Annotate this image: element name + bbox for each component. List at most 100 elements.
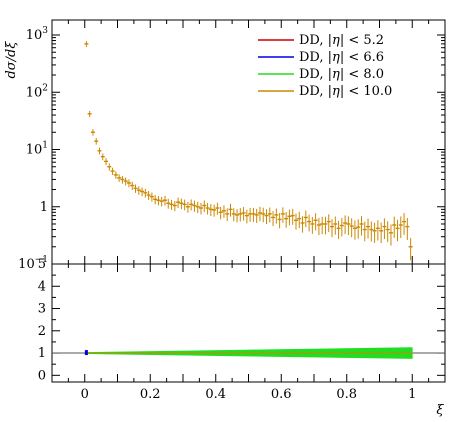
- data-point: [199, 202, 204, 215]
- data-point: [254, 208, 259, 223]
- data-point: [189, 199, 194, 211]
- data-point: [133, 184, 138, 193]
- data-point: [195, 201, 200, 214]
- ratio-y-ticks: 0 1 2 3 4 5: [38, 257, 445, 383]
- data-point: [398, 216, 403, 239]
- legend-entry: DD, |η| < 5.2: [299, 33, 384, 48]
- ratio-y-tick-label: 5: [38, 257, 46, 272]
- data-point: [228, 203, 233, 217]
- data-point: [271, 211, 276, 227]
- data-point: [313, 213, 318, 231]
- ratio-y-tick-label: 0: [38, 368, 46, 383]
- data-point: [402, 213, 407, 235]
- main-plot-frame: [51, 19, 446, 265]
- data-point: [379, 222, 384, 244]
- ratio-first-point: [84, 350, 88, 356]
- data-point: [280, 207, 285, 223]
- data-point: [372, 222, 377, 243]
- data-point: [126, 179, 131, 188]
- data-point: [264, 209, 269, 225]
- ratio-y-tick-label: 4: [38, 279, 46, 294]
- data-point: [241, 207, 246, 221]
- data-point: [284, 212, 289, 228]
- data-point: [90, 129, 95, 136]
- ratio-point: [408, 347, 413, 359]
- legend: DD, |η| < 5.2 DD, |η| < 6.6 DD, |η| < 8.0 D…: [258, 33, 392, 99]
- data-point: [123, 177, 128, 186]
- data-point: [130, 181, 135, 190]
- data-point: [293, 213, 298, 230]
- ratio-x-ticks: 0 0.2 0.4 0.6 0.8 1: [51, 264, 430, 402]
- legend-entry: DD, |η| < 6.6: [299, 50, 384, 65]
- data-point: [172, 200, 177, 212]
- data-point: [369, 221, 374, 242]
- data-point: [218, 206, 223, 220]
- data-point: [352, 220, 357, 240]
- ratio-y-tick-label: 3: [38, 302, 46, 317]
- data-point: [405, 217, 410, 240]
- data-point: [235, 209, 240, 223]
- data-point: [408, 238, 413, 261]
- data-point: [140, 187, 145, 197]
- data-point: [238, 208, 243, 222]
- data-point: [323, 216, 328, 235]
- legend-entry: DD, |η| < 10.0: [299, 84, 392, 99]
- data-point: [310, 216, 315, 234]
- data-point: [333, 216, 338, 235]
- data-point: [277, 212, 282, 229]
- data-point: [117, 174, 122, 182]
- data-point: [225, 208, 230, 222]
- x-tick-label: 1: [408, 387, 416, 402]
- ratio-plot-frame: [51, 263, 446, 383]
- data-point: [156, 195, 161, 206]
- data-point: [162, 195, 167, 206]
- data-point: [221, 205, 226, 218]
- data-point: [159, 196, 164, 207]
- x-axis-title: ξ: [436, 403, 444, 418]
- data-point: [182, 199, 187, 211]
- data-point: [349, 218, 354, 238]
- data-point: [336, 220, 341, 240]
- data-point: [185, 201, 190, 213]
- data-point: [136, 186, 141, 195]
- data-point: [87, 110, 92, 118]
- data-point: [251, 207, 256, 222]
- data-point: [346, 216, 351, 236]
- data-point: [120, 175, 125, 184]
- data-point: [84, 41, 89, 48]
- legend-entry: DD, |η| < 8.0: [299, 67, 384, 82]
- data-point: [287, 209, 292, 226]
- data-point: [212, 204, 217, 217]
- data-point: [267, 207, 272, 223]
- data-point: [257, 206, 262, 222]
- main-y-ticks: 103 102 101 1 10−1: [18, 26, 445, 272]
- main-y-axis-title: dσ/dξ: [4, 41, 19, 79]
- data-point: [146, 190, 151, 200]
- data-point: [97, 147, 102, 155]
- data-point: [153, 195, 158, 205]
- data-point: [388, 224, 393, 246]
- data-point: [326, 214, 331, 233]
- x-tick-label: 0: [81, 387, 89, 402]
- data-point: [149, 192, 154, 202]
- data-point: [248, 207, 253, 222]
- data-point: [395, 219, 400, 242]
- main-y-tick-label: 102: [26, 83, 48, 100]
- main-y-tick-label: 101: [26, 141, 48, 158]
- data-point: [215, 202, 220, 215]
- data-point: [366, 218, 371, 239]
- x-tick-label: 0.4: [205, 387, 226, 402]
- data-point: [307, 214, 312, 232]
- main-data-points: [84, 41, 413, 261]
- x-tick-label: 0.2: [140, 387, 161, 402]
- data-point: [176, 197, 181, 208]
- data-point: [316, 217, 321, 236]
- ratio-y-tick-label: 1: [38, 346, 46, 361]
- data-point: [303, 210, 308, 228]
- data-point: [110, 167, 115, 175]
- main-y-tick-label: 103: [26, 26, 49, 43]
- data-point: [244, 209, 249, 224]
- data-point: [362, 221, 367, 242]
- x-tick-label: 0.6: [271, 387, 292, 402]
